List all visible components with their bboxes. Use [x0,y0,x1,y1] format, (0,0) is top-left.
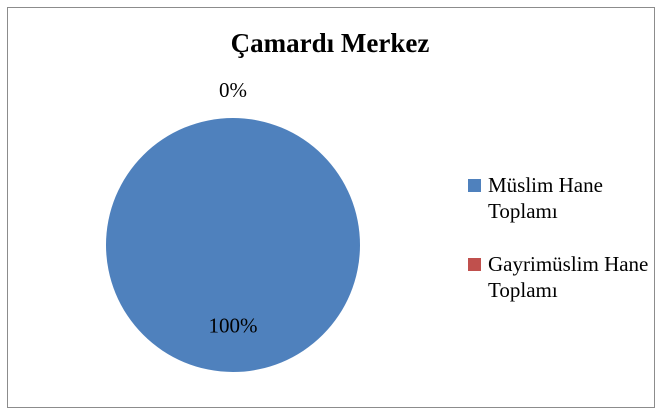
legend-label: Müslim Hane Toplamı [488,173,603,223]
chart-title: Çamardı Merkez [231,28,430,58]
legend-swatch [468,258,481,271]
data-label: 100% [209,313,258,337]
data-label: 0% [219,78,247,102]
legend: Müslim Hane Toplamı Gayrimüslim Hane Topl… [468,172,653,330]
pie-slice [106,118,360,372]
legend-item: Gayrimüslim Hane Toplamı [468,251,653,303]
legend-item: Müslim Hane Toplamı [468,172,653,224]
legend-swatch [468,179,481,192]
legend-label: Gayrimüslim Hane Toplamı [488,252,649,302]
